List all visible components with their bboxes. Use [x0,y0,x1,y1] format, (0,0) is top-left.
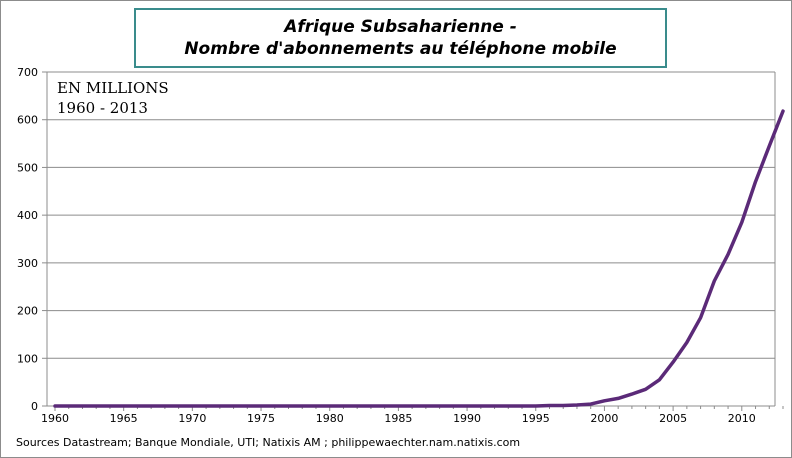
x-tick-label: 1975 [247,412,275,425]
chart-annotation-unit: EN MILLIONS [57,79,169,97]
y-tick-label: 600 [17,114,38,127]
y-tick-label: 0 [31,400,38,413]
y-tick-label: 100 [17,352,38,365]
x-tick-label: 1960 [41,412,69,425]
x-tick-label: 1970 [178,412,206,425]
x-tick-label: 1985 [384,412,412,425]
x-tick-label: 2010 [728,412,756,425]
y-tick-label: 700 [17,66,38,79]
chart-title-line-2: Nombre d'abonnements au téléphone mobile [184,39,617,59]
y-tick-label: 200 [17,305,38,318]
x-tick-label: 1990 [453,412,481,425]
series-line-mobile-subscriptions [53,109,785,408]
x-tick-label: 1965 [110,412,138,425]
x-tick-label: 1995 [522,412,550,425]
chart-title-box: Afrique Subsaharienne - Nombre d'abonnem… [134,8,667,68]
chart-source-note: Sources Datastream; Banque Mondiale, UTI… [16,436,520,449]
y-tick-label: 500 [17,161,38,174]
chart-annotation-period: 1960 - 2013 [57,99,148,117]
chart-title-line-1: Afrique Subsaharienne - [284,17,517,37]
x-tick-label: 2000 [590,412,618,425]
y-tick-label: 300 [17,257,38,270]
x-tick-label: 1980 [316,412,344,425]
x-tick-label: 2005 [659,412,687,425]
y-tick-label: 400 [17,209,38,222]
